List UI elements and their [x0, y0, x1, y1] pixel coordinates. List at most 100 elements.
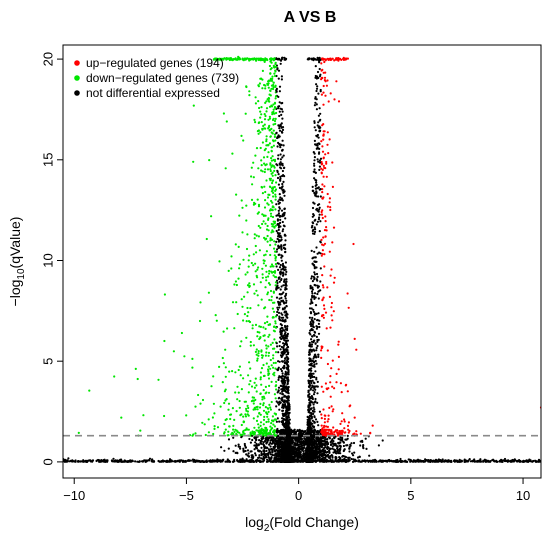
non-differential-point — [286, 359, 289, 362]
non-differential-point — [340, 460, 343, 463]
non-differential-point — [315, 223, 318, 226]
non-differential-point — [281, 148, 284, 151]
non-differential-point — [309, 358, 312, 361]
non-differential-point — [310, 413, 313, 416]
non-differential-point — [317, 76, 320, 80]
non-differential-point — [352, 454, 355, 457]
non-differential-point — [464, 460, 467, 463]
non-differential-point — [285, 458, 288, 461]
down-regulated-point — [262, 262, 265, 265]
non-differential-point — [285, 415, 288, 418]
non-differential-point — [316, 318, 319, 322]
non-differential-point — [283, 432, 286, 435]
down-regulated-point — [273, 338, 276, 341]
non-differential-point — [65, 460, 69, 463]
non-differential-point — [284, 457, 287, 460]
down-regulated-point — [203, 423, 206, 426]
non-differential-point — [277, 154, 280, 157]
down-regulated-point — [223, 422, 226, 426]
non-differential-point — [251, 454, 254, 457]
non-differential-point — [315, 187, 318, 190]
down-regulated-point — [236, 398, 239, 401]
non-differential-point — [286, 443, 289, 446]
non-differential-point — [317, 160, 320, 163]
non-differential-point — [280, 285, 283, 288]
non-differential-point — [316, 220, 319, 223]
down-regulated-point — [271, 201, 274, 204]
non-differential-point — [284, 386, 287, 389]
non-differential-point — [532, 459, 535, 463]
non-differential-point — [316, 286, 319, 289]
non-differential-point — [314, 359, 317, 363]
down-regulated-point — [264, 147, 267, 150]
down-regulated-point — [269, 425, 272, 428]
non-differential-point — [223, 449, 226, 452]
non-differential-point — [308, 416, 311, 420]
non-differential-point — [310, 386, 313, 389]
up-regulated-point — [320, 62, 323, 65]
non-differential-point — [291, 439, 294, 442]
non-differential-point — [280, 78, 283, 81]
down-regulated-point — [251, 183, 254, 186]
non-differential-point — [444, 459, 447, 462]
non-differential-point — [315, 362, 318, 365]
non-differential-point — [279, 392, 282, 395]
non-differential-point — [213, 460, 216, 463]
down-regulated-point — [252, 433, 255, 436]
non-differential-point — [278, 301, 281, 304]
non-differential-point — [276, 176, 280, 180]
down-regulated-point — [257, 85, 260, 88]
non-differential-point — [278, 114, 281, 118]
non-differential-point — [285, 366, 288, 369]
down-regulated-point — [266, 224, 269, 228]
non-differential-point — [316, 158, 319, 161]
non-differential-point — [282, 180, 285, 183]
non-differential-point — [329, 455, 332, 458]
non-differential-point — [333, 450, 336, 453]
non-differential-point — [416, 460, 419, 463]
down-regulated-point — [264, 354, 267, 357]
non-differential-point — [89, 460, 93, 463]
non-differential-point — [315, 349, 318, 352]
non-differential-point — [268, 443, 271, 446]
up-regulated-point — [326, 131, 329, 134]
non-differential-point — [311, 262, 314, 265]
non-differential-point — [279, 348, 282, 351]
down-regulated-point — [274, 97, 277, 100]
non-differential-point — [188, 459, 191, 462]
non-differential-point — [277, 228, 280, 231]
non-differential-point — [256, 458, 259, 461]
non-differential-point — [503, 457, 507, 461]
non-differential-point — [281, 220, 284, 224]
non-differential-point — [275, 240, 278, 243]
down-regulated-point — [269, 168, 272, 171]
non-differential-point — [310, 298, 313, 301]
non-differential-point — [318, 213, 321, 216]
non-differential-point — [276, 169, 279, 172]
down-regulated-point — [265, 138, 268, 141]
non-differential-point — [278, 266, 282, 269]
non-differential-point — [325, 443, 329, 446]
up-regulated-point — [325, 226, 328, 229]
non-differential-point — [314, 101, 317, 104]
non-differential-point — [310, 455, 313, 458]
down-regulated-point — [271, 155, 274, 158]
up-regulated-point — [322, 91, 325, 94]
non-differential-point — [361, 439, 364, 442]
non-differential-point — [312, 357, 315, 360]
non-differential-point — [285, 287, 288, 291]
non-differential-point — [325, 458, 328, 461]
non-differential-point — [307, 410, 310, 413]
non-differential-point — [317, 332, 321, 335]
non-differential-point — [281, 292, 284, 295]
non-differential-point — [162, 460, 165, 463]
down-regulated-point — [238, 399, 241, 403]
non-differential-point — [88, 459, 91, 462]
non-differential-point — [292, 436, 295, 439]
down-regulated-point — [275, 111, 278, 115]
non-differential-point — [309, 380, 312, 383]
non-differential-point — [347, 456, 350, 459]
up-regulated-point — [320, 385, 323, 388]
non-differential-point — [278, 420, 281, 423]
non-differential-point — [316, 252, 319, 255]
